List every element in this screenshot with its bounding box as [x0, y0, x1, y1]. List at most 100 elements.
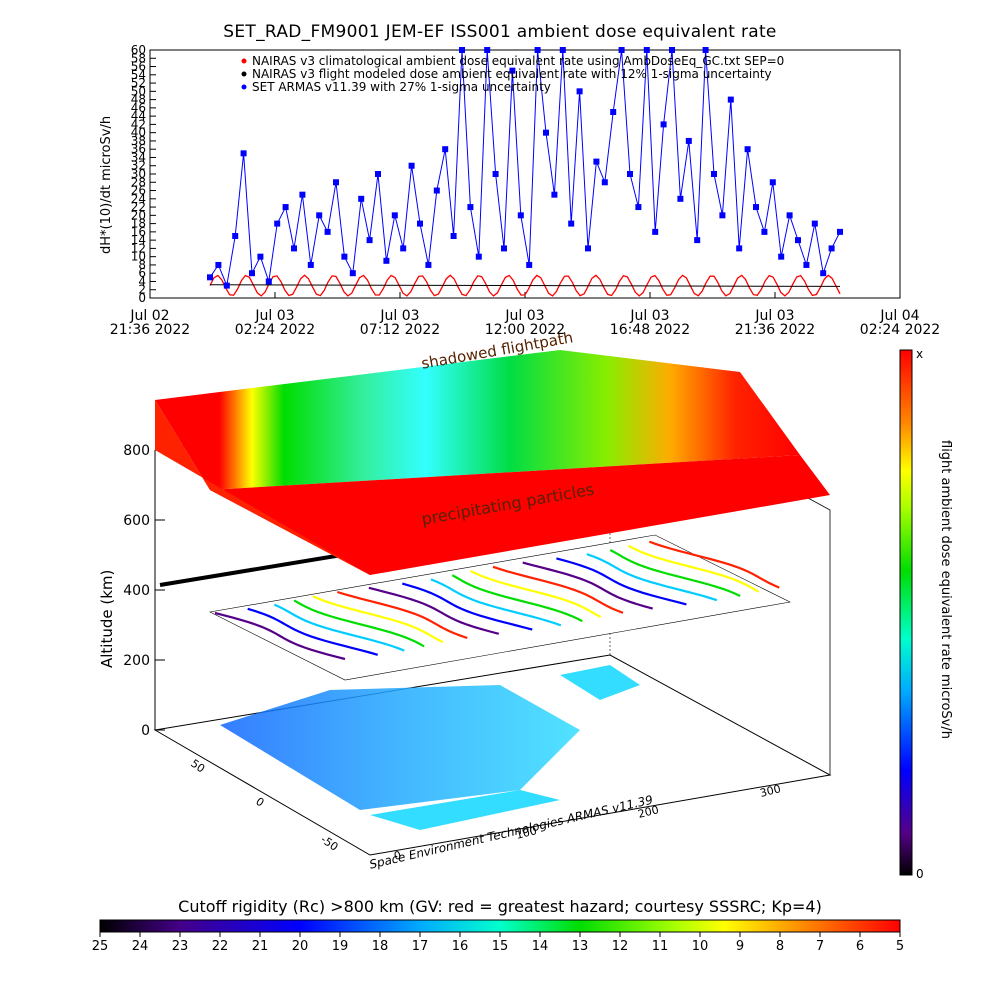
y-tick-label: 12 — [131, 241, 146, 255]
y-tick-label: 34 — [131, 150, 146, 164]
cutoff-tick-label: 21 — [252, 939, 269, 954]
x-tick-date: Jul 03 — [629, 308, 669, 324]
y-tick-label: 38 — [131, 134, 146, 148]
x-tick-time: 21:36 2022 — [110, 322, 190, 335]
z-tick-label: 600 — [123, 513, 150, 529]
z-tick-label: 200 — [123, 653, 150, 669]
armas-point — [408, 162, 415, 169]
lon-tick-label: 100 — [515, 824, 539, 842]
z-axis-label: Altitude (km) — [98, 570, 116, 668]
orbit-track — [628, 544, 760, 593]
y-axis-label: dH*(10)/dt microSv/h — [99, 116, 114, 254]
legend-entry: NAIRAS v3 flight modeled dose ambient eq… — [252, 67, 772, 81]
orbit-track — [430, 578, 562, 627]
cutoff-rigidity-title: Cutoff rigidity (Rc) >800 km (GV: red = … — [178, 897, 822, 916]
armas-point — [282, 204, 289, 211]
y-tick-label: 52 — [131, 76, 146, 90]
plot-area: 0246810121416182022242628303234363840424… — [99, 43, 940, 335]
y-tick-label: 20 — [131, 208, 146, 222]
armas-point — [820, 270, 827, 277]
armas-point — [811, 220, 818, 227]
cutoff-tick-label: 10 — [692, 939, 709, 954]
armas-point — [585, 245, 591, 252]
armas-point — [618, 47, 625, 53]
orbit-track — [586, 553, 718, 602]
armas-point — [635, 204, 642, 211]
armas-point — [753, 204, 759, 211]
z-tick-label: 800 — [123, 443, 150, 459]
cutoff-rigidity-colorbar: 25 24 23 22 21 20 19 18 17 16 15 14 13 12 11 10 9 8 7 6 5 — [92, 919, 904, 954]
armas-point — [450, 233, 457, 239]
armas-point — [240, 150, 247, 157]
armas-point — [299, 191, 306, 198]
y-tick-label: 54 — [131, 68, 146, 82]
y-tick-label: 18 — [131, 217, 146, 231]
armas-point — [433, 187, 440, 194]
armas-point — [400, 245, 407, 252]
legend-entry: SET ARMAS v11.39 with 27% 1-sigma uncert… — [252, 80, 551, 94]
armas-point — [711, 171, 717, 177]
cutoff-tick-label: 19 — [332, 939, 349, 954]
colorbar-tick-min: 0 — [916, 867, 924, 881]
armas-point — [719, 212, 726, 219]
armas-point — [215, 261, 222, 268]
armas-point — [551, 191, 558, 198]
cutoff-tick-label: 15 — [492, 939, 509, 954]
lat-tick-label: 50 — [188, 757, 207, 776]
cutoff-tick-label: 22 — [212, 939, 229, 954]
armas-point — [559, 47, 566, 53]
armas-point — [669, 47, 675, 53]
cutoff-tick-label: 20 — [292, 939, 309, 954]
x-tick-date: Jul 03 — [379, 308, 419, 324]
cutoff-tick-label: 18 — [372, 939, 389, 954]
armas-point — [828, 245, 835, 252]
orbit-track — [522, 561, 653, 610]
antarctica-shape — [370, 790, 560, 830]
cutoff-ticks: 25 24 23 22 21 20 19 18 17 16 15 14 13 12 11 10 9 8 7 6 5 — [92, 932, 904, 954]
armas-point — [837, 228, 843, 235]
armas-point — [643, 47, 650, 53]
y-tick-label: 26 — [131, 184, 146, 198]
armas-point — [223, 282, 230, 289]
x-tick-date: Jul 03 — [504, 308, 544, 324]
armas-point — [786, 212, 793, 219]
armas-point — [534, 47, 541, 53]
orbit-track — [214, 611, 346, 661]
armas-point — [509, 67, 516, 74]
y-tick-label: 4 — [138, 274, 146, 288]
armas-point — [274, 220, 281, 227]
armas-point — [333, 179, 339, 186]
y-tick-label: 60 — [131, 43, 146, 57]
cutoff-tick-label: 17 — [412, 939, 429, 954]
armas-point — [736, 245, 743, 252]
armas-point — [417, 220, 423, 227]
y-tick-label: 8 — [138, 258, 146, 272]
continent-shape — [220, 685, 580, 810]
armas-point — [459, 47, 465, 53]
lon-tick-label: 300 — [759, 782, 783, 800]
nairas-flight-line — [209, 284, 841, 287]
armas-point — [391, 212, 398, 219]
armas-point — [324, 228, 331, 235]
x-tick-time: 16:48 2022 — [610, 322, 690, 335]
armas-point — [442, 146, 449, 153]
x-tick-date: Jul 04 — [879, 308, 919, 324]
x-tick-date: Jul 02 — [129, 308, 169, 324]
armas-point — [677, 195, 684, 202]
orbit-track — [609, 549, 741, 597]
z-tick-label: 400 — [123, 583, 150, 599]
orbit-track — [451, 574, 583, 623]
y-tick-label: 46 — [131, 101, 146, 115]
armas-point — [492, 171, 499, 177]
dose-rate-line-chart: 0246810121416182022242628303234363840424… — [99, 43, 940, 335]
armas-point — [316, 212, 323, 219]
armas-point — [795, 237, 801, 244]
orbit-track — [273, 603, 405, 652]
x-tick-time: 02:24 2022 — [235, 322, 315, 335]
orbit-track — [401, 582, 533, 631]
y-tick-label: 10 — [131, 250, 146, 264]
armas-point — [610, 109, 617, 115]
orbit-track — [312, 595, 444, 644]
armas-point — [576, 88, 583, 95]
armas-point — [803, 261, 810, 268]
